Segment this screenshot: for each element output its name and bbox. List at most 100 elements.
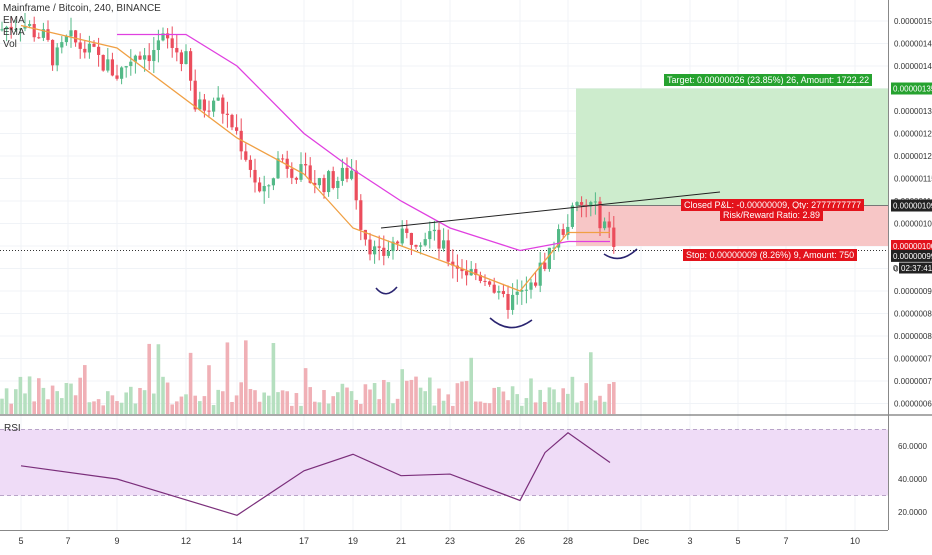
candle-body: [400, 228, 404, 244]
partial-tick-label: 0: [893, 264, 898, 273]
legend-ema-slow[interactable]: EMA: [3, 27, 25, 38]
volume-bar: [262, 392, 266, 414]
volume-bar: [46, 399, 50, 414]
candle-body: [101, 54, 105, 71]
candle-body: [377, 246, 381, 248]
risk-reward-label[interactable]: Risk/Reward Ratio: 2.89: [720, 209, 824, 221]
volume-bar: [78, 377, 82, 414]
candle-body: [258, 182, 262, 192]
candle-body: [115, 75, 119, 79]
volume-bars: [0, 340, 616, 414]
candle-body: [497, 291, 501, 293]
stop-label[interactable]: Stop: 0.00000009 (8.26%) 9, Amount: 750: [683, 249, 858, 261]
volume-bar: [244, 340, 248, 414]
ema-slow-line: [117, 33, 610, 252]
legend-volume[interactable]: Vol: [3, 39, 17, 50]
volume-bar: [27, 376, 32, 414]
volume-bar: [405, 380, 409, 414]
target-label[interactable]: Target: 0.00000026 (23.85%) 26, Amount: …: [664, 74, 873, 86]
date-tick-label: 7: [783, 536, 788, 546]
candle-body: [161, 33, 165, 41]
candle-body: [271, 178, 275, 186]
date-tick-label: 26: [515, 536, 525, 546]
volume-bar: [92, 401, 96, 414]
candle-body: [97, 46, 101, 55]
volume-bar: [230, 401, 234, 414]
volume-bar: [533, 402, 538, 414]
candle-body: [313, 182, 317, 186]
candle-body: [28, 24, 32, 26]
date-tick-label: Dec: [633, 536, 650, 546]
volume-bar: [400, 369, 404, 414]
rsi-tick-label: 20.0000: [898, 508, 927, 517]
candle-body: [124, 66, 128, 68]
volume-bar: [345, 387, 349, 414]
volume-bar: [322, 390, 326, 414]
volume-bar: [106, 391, 110, 414]
candle-body: [290, 168, 294, 178]
volume-bar: [73, 395, 78, 414]
volume-bar: [598, 395, 602, 414]
volume-bar: [165, 382, 170, 414]
volume-bar: [474, 401, 478, 414]
closed-pl-label[interactable]: Closed P&L: -0.00000009, Qty: 2777777777: [681, 199, 865, 211]
date-axis: 5 7 9 12 14 17 19 21 23 26 28 Dec 3 5 7 10: [18, 536, 860, 546]
candle-body: [166, 33, 170, 39]
volume-bar: [478, 401, 483, 414]
candle-body: [405, 228, 409, 233]
volume-bar: [561, 388, 565, 414]
candle-body: [373, 246, 377, 255]
price-tick-label: 0.00000075: [894, 355, 932, 364]
volume-bar: [60, 398, 64, 414]
volume-bar: [460, 381, 464, 414]
volume-bar: [87, 402, 92, 414]
volume-bar: [239, 382, 243, 414]
volume-bar: [552, 389, 556, 414]
candle-body: [244, 151, 248, 160]
candle-body: [451, 261, 455, 266]
candle-body: [202, 99, 206, 111]
volume-bar: [506, 400, 510, 414]
candle-body: [607, 221, 611, 228]
volume-bar: [391, 403, 395, 414]
candle-body: [483, 280, 487, 282]
pattern-arcs: [375, 248, 638, 329]
candle-body: [534, 282, 538, 286]
volume-bar: [253, 390, 257, 414]
candle-body: [156, 40, 160, 51]
volume-bar: [414, 376, 418, 414]
target-price-tag: 0.00000135: [893, 85, 932, 94]
candle-body: [437, 229, 441, 249]
volume-bar: [593, 400, 598, 414]
volume-bar: [326, 403, 331, 414]
volume-bar: [280, 390, 285, 414]
volume-bar: [547, 387, 552, 414]
volume-bar: [9, 403, 13, 414]
candle-body: [110, 59, 114, 76]
candle-body: [152, 50, 156, 62]
legend-ema-fast[interactable]: EMA: [3, 15, 25, 26]
candle-body: [432, 229, 436, 232]
candle-body: [32, 24, 36, 38]
candle-body: [308, 165, 312, 183]
date-tick-label: 12: [181, 536, 191, 546]
volume-bar: [612, 382, 616, 414]
candle-body: [368, 239, 372, 255]
candle-body: [547, 247, 551, 270]
candle-body: [488, 281, 492, 285]
rsi-band: [0, 429, 888, 496]
volume-bar: [418, 387, 423, 414]
volume-bar: [257, 401, 262, 414]
candle-body: [262, 185, 266, 192]
volume-bar: [138, 387, 142, 414]
volume-bar: [96, 399, 101, 414]
candle-body: [317, 178, 321, 186]
candle-body: [304, 164, 308, 166]
volume-bar: [372, 383, 377, 414]
